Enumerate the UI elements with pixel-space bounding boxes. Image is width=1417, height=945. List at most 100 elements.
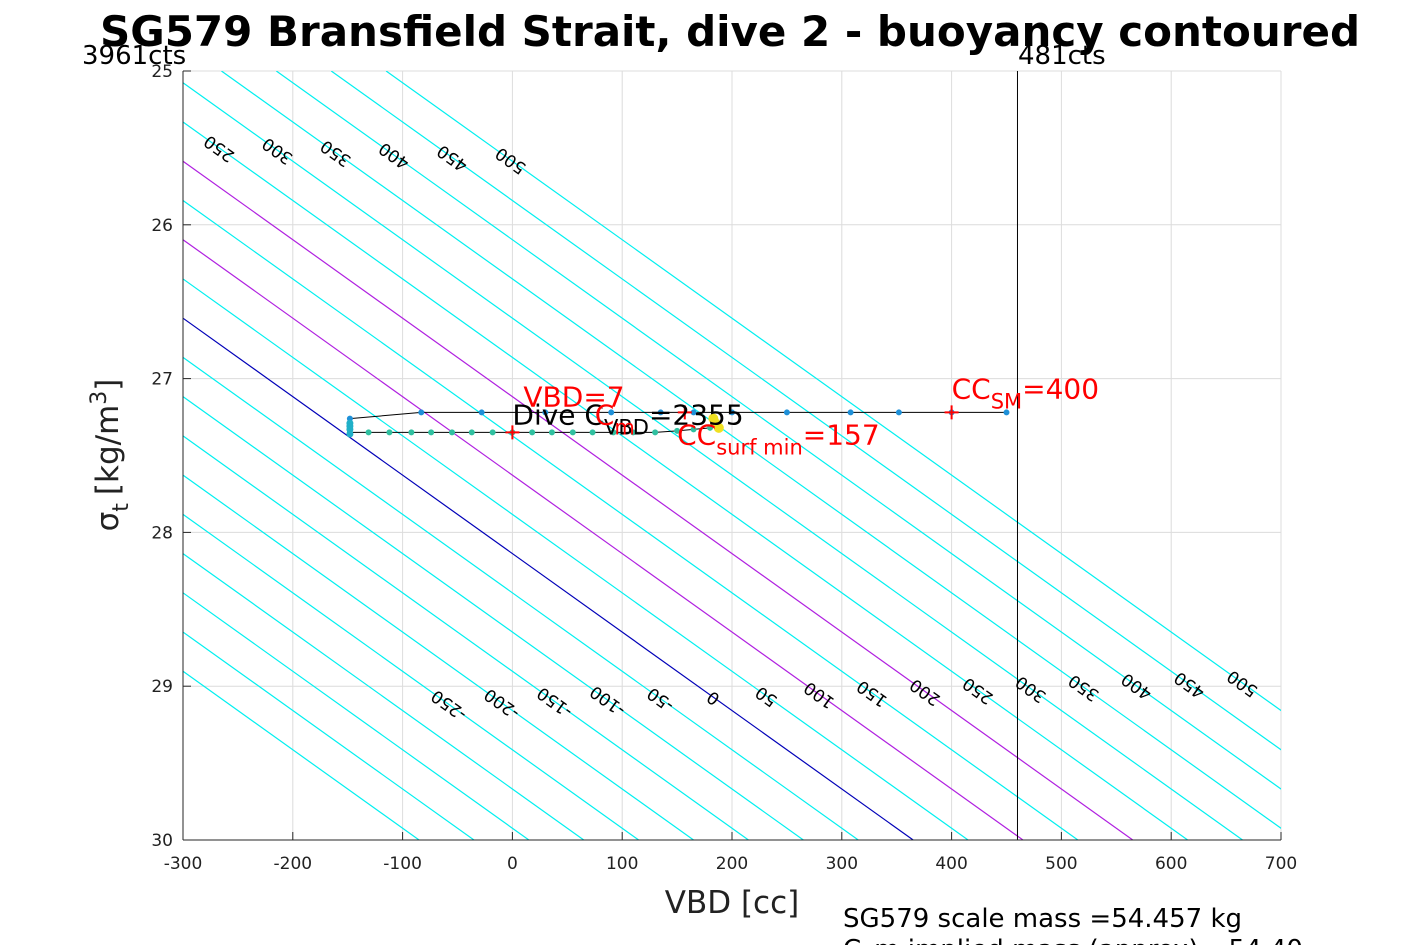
contour-line-8 — [183, 356, 859, 840]
counts-right-label: 481cts — [1018, 41, 1106, 71]
contour-line-14 — [183, 121, 1189, 840]
x-tick-labels: -300 -200 -100 0 100 200 300 400 500 600 700 — [164, 854, 1298, 874]
point-highlight-2 — [713, 422, 724, 433]
point-lower-1 — [365, 429, 372, 436]
x-tick-label-8: 500 — [1045, 854, 1077, 874]
point-lower-10 — [548, 429, 555, 436]
x-tick-label-7: 400 — [935, 854, 967, 874]
point-lower-4 — [428, 429, 435, 436]
point-lower-5 — [449, 429, 456, 436]
contour-line-11 — [183, 238, 1024, 840]
y-axis-label-sup: 3 — [87, 391, 112, 405]
contour-line-0 — [183, 670, 420, 840]
point-upper-10 — [895, 409, 902, 416]
x-tick-label-3: 0 — [507, 854, 518, 874]
annotation-3-rest: =157 — [803, 419, 880, 452]
annotation-3: CCsurf min=157 — [677, 419, 880, 460]
point-upper-3 — [542, 409, 549, 416]
y-tick-label-5: 30 — [151, 831, 173, 851]
annotation-3-sub: surf min — [716, 436, 803, 460]
annotation-0: VBD=7 — [523, 380, 624, 413]
point-lower-12 — [589, 429, 596, 436]
point-lower-6 — [468, 429, 475, 436]
x-tick-label-6: 300 — [826, 854, 858, 874]
annotation-3-main: CC — [677, 419, 716, 452]
y-axis-label-sub: t — [109, 503, 134, 512]
y-tick-label-4: 29 — [151, 677, 173, 697]
x-tick-label-10: 700 — [1265, 854, 1297, 874]
x-tick-label-5: 200 — [716, 854, 748, 874]
point-upper-6 — [690, 409, 697, 416]
point-lower-11 — [569, 429, 576, 436]
point-upper-12 — [1003, 409, 1010, 416]
contour-line-13 — [183, 160, 1134, 840]
annotation-0-rest: =7 — [583, 380, 624, 413]
buoyancy-contours — [183, 71, 1281, 840]
contour-line-4 — [183, 513, 640, 840]
annotation-0-main: VBD — [523, 380, 583, 413]
y-tick-label-2: 27 — [151, 370, 173, 390]
y-axis-label: σt [kg/m3] — [87, 379, 134, 532]
footer-scale-mass: SG579 scale mass =54.457 kg — [843, 904, 1242, 934]
annotation-4: CCSM=400 — [952, 373, 1099, 414]
contour-line-18 — [330, 71, 1281, 751]
point-lower-18 — [707, 424, 714, 431]
marker-plus-0 — [505, 425, 520, 440]
point-lower-3 — [408, 429, 415, 436]
annotation-1-sub: VBD — [604, 416, 649, 440]
x-axis-label: VBD [cc] — [665, 885, 799, 921]
svg-text:σt[kg/m3]: σt [kg/m3] — [87, 379, 134, 532]
x-tick-label-2: -100 — [383, 854, 422, 874]
plot-area: 250 300 350 400 450 500-250 -200 -150 -100 -50 0 50… — [182, 70, 1282, 841]
point-upper-7 — [729, 409, 735, 416]
point-upper-2 — [478, 409, 485, 416]
point-lower-13 — [610, 429, 617, 436]
contour-line-2 — [183, 592, 530, 840]
counts-left-label: 3961cts — [82, 41, 186, 71]
y-axis-label-unit: [kg/m — [90, 405, 126, 495]
annotation-1-rest: =2355 — [649, 399, 744, 432]
contour-line-7 — [183, 395, 804, 840]
point-upper-8 — [783, 409, 790, 416]
contour-line-15 — [183, 82, 1243, 840]
contour-line-3 — [183, 552, 585, 840]
point-lower-16 — [674, 427, 681, 434]
contour-line-5 — [183, 474, 694, 840]
footer-implied-mass: C_m implied mass (approx) =54.40 — [843, 935, 1303, 945]
contour-line-12 — [183, 199, 1079, 840]
contour-line-16 — [221, 71, 1281, 829]
chart-title: SG579 Bransfield Strait, dive 2 - buoyan… — [100, 7, 1360, 56]
contour-line-6 — [183, 435, 749, 840]
y-axis-label-symbol: σ — [90, 512, 126, 532]
y-tick-labels: 25 26 27 28 29 30 — [151, 62, 173, 851]
y-tick-label-1: 26 — [151, 216, 173, 236]
y-tick-label-3: 28 — [151, 523, 173, 543]
grid-lines — [182, 70, 1282, 841]
annotation-4-main: CC — [952, 373, 991, 406]
red-markers — [505, 405, 959, 440]
x-tick-label-0: -300 — [164, 854, 203, 874]
x-tick-label-9: 600 — [1155, 854, 1187, 874]
contour-line-10 — [183, 278, 969, 840]
marker-plus-1 — [944, 405, 959, 420]
point-upper-1 — [418, 409, 425, 416]
annotation-2-sub: m — [614, 416, 634, 440]
annotation-1-main: Dive C — [512, 399, 604, 432]
point-upper-9 — [847, 409, 854, 416]
contour-line-9 — [183, 317, 914, 840]
point-lower-7 — [489, 429, 496, 436]
marker-plus-2 — [677, 405, 692, 420]
annotation-2-main: C — [595, 399, 615, 432]
annotation-1: Dive CVBD=2355 — [512, 399, 743, 440]
contour-line-1 — [183, 631, 475, 840]
point-lower-17 — [690, 426, 697, 433]
point-upper-4 — [608, 409, 615, 416]
y-tick-label-0: 25 — [151, 62, 173, 82]
annotation-2: Cm — [595, 399, 635, 440]
contour-line-17 — [275, 71, 1281, 790]
point-lower-2 — [386, 429, 393, 436]
point-lower-9 — [529, 429, 536, 436]
annotation-4-rest: =400 — [1022, 373, 1099, 406]
